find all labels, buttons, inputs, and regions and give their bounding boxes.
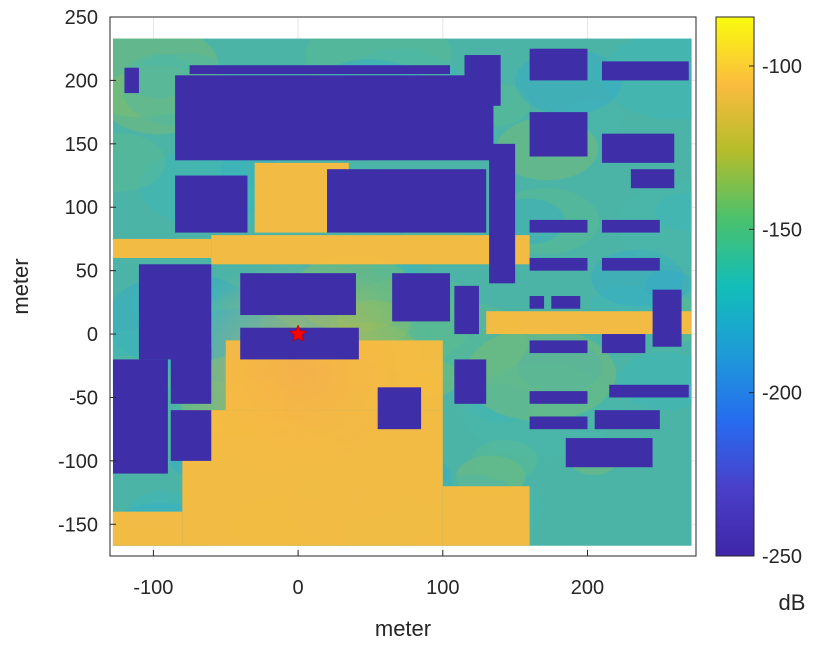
building-east-bar-4: [601, 257, 660, 271]
transmitter-star: [288, 324, 308, 342]
coverage-band: [112, 132, 166, 192]
building-east-bar-2: [601, 219, 660, 233]
x-tick-label: 100: [426, 577, 459, 599]
colorbar-gradient: [715, 16, 755, 557]
y-tick-label: -150: [58, 514, 98, 536]
building-east-bar-6: [551, 296, 581, 309]
building-east-bar-1: [529, 219, 588, 233]
bright-region-west-corridor: [112, 238, 212, 258]
building-west-1: [138, 264, 212, 360]
building-arc-west: [175, 175, 248, 233]
transmitter-marker: [288, 324, 308, 342]
colorbar-tick-label: -100: [762, 56, 802, 78]
building-east-mid-3: [630, 169, 675, 189]
building-east-bar-7: [529, 340, 588, 354]
x-tick-label: 0: [293, 577, 304, 599]
building-north-main: [175, 75, 494, 161]
bright-region-east-corridor: [486, 311, 692, 335]
bright-regions: [112, 162, 692, 546]
x-axis-label: meter: [375, 616, 431, 641]
y-ticks: 250 200 150 100 50 0 -50 -100 -150: [58, 7, 116, 536]
building-north-west-small: [124, 67, 139, 94]
building-block-south-small: [377, 387, 422, 430]
building-east-diag-1: [529, 416, 588, 430]
building-east-mid-2: [601, 133, 675, 163]
x-tick-label: 200: [571, 577, 604, 599]
bright-region-central-corridor: [211, 235, 530, 265]
coverage-band: [518, 341, 603, 394]
axes-frame: [109, 16, 697, 557]
colorbar-label: dB: [779, 590, 806, 615]
heatmap: [112, 38, 692, 546]
building-west-4: [170, 346, 212, 404]
building-east-mid-1: [529, 112, 588, 157]
building-east-bar-8: [601, 334, 646, 354]
building-east-row-2: [601, 61, 689, 81]
y-tick-label: 50: [76, 261, 98, 283]
building-block-east-inner: [454, 285, 479, 335]
y-tick-label: 250: [65, 7, 98, 29]
y-tick-label: 150: [65, 134, 98, 156]
building-north-wing: [189, 65, 451, 75]
colorbar: -100 -150 -200 -250 dB: [715, 16, 806, 615]
building-block-mid-east: [392, 273, 451, 322]
building-east-bar-5: [529, 296, 545, 309]
coverage-band: [471, 439, 538, 481]
coverage-band: [462, 363, 617, 458]
building-central-block: [240, 273, 356, 316]
building-block-south-east: [454, 359, 487, 404]
building-east-tower-tall: [652, 289, 682, 347]
bright-region-south-fan-east: [442, 486, 530, 546]
building-east-row-1: [529, 48, 588, 81]
x-tick-label: -100: [133, 577, 173, 599]
building-east-bar-3: [529, 257, 588, 271]
y-tick-label: -100: [58, 451, 98, 473]
building-west-3: [170, 410, 212, 461]
x-ticks: -100 0 100 200: [133, 550, 604, 599]
coverage-band: [655, 192, 692, 231]
building-north-east-tower: [464, 55, 501, 106]
building-arc-east: [327, 169, 487, 233]
building-east-strip-west: [489, 143, 516, 284]
buildings: [112, 48, 689, 474]
bright-region-south-fan-west: [112, 511, 183, 546]
colorbar-ticks: -100 -150 -200 -250: [749, 56, 802, 568]
y-tick-label: -50: [69, 387, 98, 409]
y-tick-label: 200: [65, 70, 98, 92]
colorbar-tick-label: -200: [762, 383, 802, 405]
y-axis-label: meter: [8, 258, 33, 314]
building-east-bar-10: [609, 384, 689, 398]
y-tick-label: 0: [87, 324, 98, 346]
building-east-diag-2: [594, 410, 660, 430]
y-tick-label: 100: [65, 197, 98, 219]
building-east-bar-9: [529, 391, 588, 404]
building-west-2: [112, 359, 168, 474]
colorbar-tick-label: -250: [762, 546, 802, 568]
building-east-south-block: [565, 438, 653, 468]
plot-area: -100 0 100 200 250 200 150 100 50 0 -50 -100 -150 m…: [8, 7, 697, 641]
colorbar-tick-label: -150: [762, 219, 802, 241]
transmitter-glow: [167, 257, 429, 487]
